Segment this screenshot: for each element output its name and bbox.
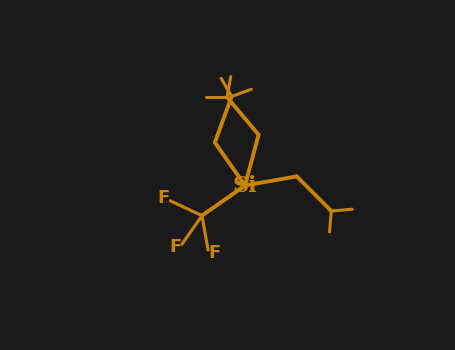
Text: Si: Si (233, 175, 257, 196)
Text: F: F (158, 189, 170, 207)
Text: F: F (170, 238, 182, 256)
Text: F: F (208, 244, 221, 262)
